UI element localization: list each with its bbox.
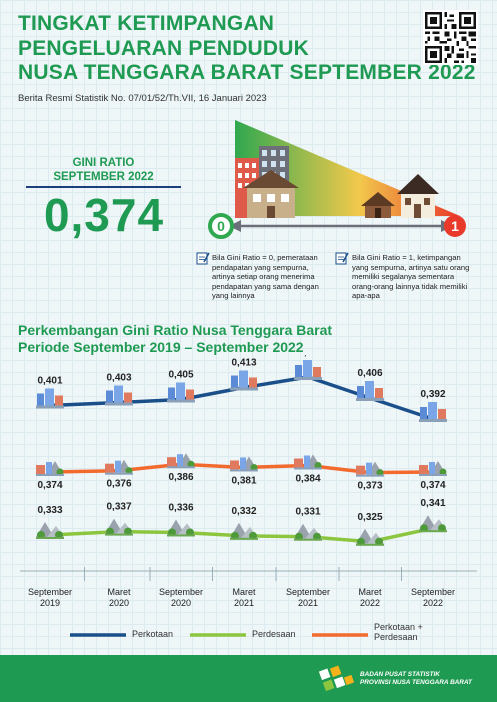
gini-ratio-line-chart: September2019Maret2020September2020Maret… bbox=[20, 355, 477, 608]
note-gini-zero: Bila Gini Ratio = 0, pemerataan pendapat… bbox=[212, 253, 319, 301]
pencil-note-icon bbox=[196, 252, 210, 265]
data-label: 0,42 bbox=[298, 355, 318, 358]
legend-swatch bbox=[70, 633, 126, 637]
x-tick-label: 2019 bbox=[40, 598, 60, 608]
data-point-marker bbox=[36, 388, 64, 409]
data-point-marker bbox=[36, 522, 64, 539]
chart-title-line-2: Periode September 2019 – September 2022 bbox=[18, 339, 304, 355]
data-label: 0,336 bbox=[168, 502, 193, 513]
data-label: 0,413 bbox=[231, 358, 256, 369]
data-label: 0,386 bbox=[168, 472, 193, 483]
data-label: 0,376 bbox=[106, 479, 131, 490]
chart-title-line-1: Perkembangan Gini Ratio Nusa Tenggara Ba… bbox=[18, 322, 333, 338]
x-tick-label: 2021 bbox=[298, 598, 318, 608]
data-point-marker bbox=[294, 454, 322, 470]
data-label: 0,405 bbox=[168, 370, 193, 381]
x-tick-label: September bbox=[286, 587, 330, 597]
x-tick-label: September bbox=[411, 587, 455, 597]
data-label: 0,392 bbox=[420, 389, 445, 400]
data-point-marker bbox=[167, 453, 195, 469]
x-tick-label: Maret bbox=[358, 587, 382, 597]
x-tick-label: September bbox=[159, 587, 203, 597]
scale-max-marker bbox=[444, 215, 466, 237]
data-point-marker bbox=[356, 381, 384, 401]
arrow-left-icon bbox=[229, 220, 241, 232]
data-point-marker bbox=[230, 370, 258, 391]
data-point-marker bbox=[294, 523, 322, 541]
x-tick-label: 2020 bbox=[171, 598, 191, 608]
data-label: 0,401 bbox=[37, 376, 62, 387]
data-point-marker bbox=[167, 519, 195, 537]
legend-swatch bbox=[312, 633, 368, 637]
data-label: 0,403 bbox=[106, 373, 131, 384]
data-label: 0,406 bbox=[357, 368, 382, 379]
gini-divider bbox=[26, 186, 181, 188]
note-gini-one: Bila Gini Ratio = 1, ketimpangan yang se… bbox=[352, 253, 470, 301]
bps-logo-icon bbox=[318, 665, 355, 692]
title-line-2: PENGELUARAN PENDUDUK bbox=[18, 36, 310, 60]
data-label: 0,331 bbox=[295, 507, 320, 518]
x-tick-label: Maret bbox=[107, 587, 131, 597]
legend-label: Perkotaan bbox=[132, 629, 174, 639]
data-label: 0,332 bbox=[231, 506, 256, 517]
footer-organization: BADAN PUSAT STATISTIK PROVINSI NUSA TENG… bbox=[360, 671, 472, 687]
x-tick-label: 2021 bbox=[234, 598, 254, 608]
gini-label: GINI RATIO SEPTEMBER 2022 bbox=[26, 156, 181, 184]
data-point-marker bbox=[356, 461, 384, 477]
title-line-1: TINGKAT KETIMPANGAN bbox=[18, 12, 275, 35]
data-point-marker bbox=[294, 360, 322, 380]
scale-max-label: 1 bbox=[451, 218, 459, 234]
x-tick-label: September bbox=[28, 587, 72, 597]
data-label: 0,337 bbox=[106, 502, 131, 513]
chart-title: Perkembangan Gini Ratio Nusa Tenggara Ba… bbox=[18, 322, 332, 356]
footer-org-line-1: BADAN PUSAT STATISTIK bbox=[360, 671, 440, 678]
scale-min-marker bbox=[208, 213, 234, 239]
data-label: 0,374 bbox=[37, 480, 62, 491]
data-point-marker bbox=[105, 385, 133, 406]
gini-label-line-2: SEPTEMBER 2022 bbox=[53, 171, 154, 183]
gini-label-line-1: GINI RATIO bbox=[72, 157, 135, 169]
x-tick-label: Maret bbox=[232, 587, 256, 597]
data-point-marker bbox=[167, 382, 195, 403]
legend-swatch bbox=[190, 633, 246, 637]
small-hut-icon bbox=[361, 192, 395, 218]
wood-house-icon bbox=[397, 174, 439, 218]
legend-label: Perdesaan bbox=[252, 629, 296, 639]
gini-value: 0,374 bbox=[43, 189, 165, 241]
data-label: 0,384 bbox=[295, 474, 320, 485]
release-subtitle: Berita Resmi Statistik No. 07/01/52/Th.V… bbox=[18, 93, 267, 104]
legend-label: Perkotaan + Perdesaan bbox=[374, 622, 423, 642]
data-point-marker bbox=[230, 456, 258, 472]
data-label: 0,333 bbox=[37, 505, 62, 516]
data-point-marker bbox=[419, 461, 447, 476]
x-tick-label: 2020 bbox=[109, 598, 129, 608]
pencil-note-icon bbox=[335, 252, 349, 265]
data-label: 0,341 bbox=[420, 498, 445, 509]
gini-scale-illustration: 0 1 bbox=[208, 120, 466, 239]
apartment-buildings-icon bbox=[235, 146, 299, 218]
data-label: 0,374 bbox=[420, 480, 445, 491]
data-label: 0,373 bbox=[357, 481, 382, 492]
x-tick-label: 2022 bbox=[423, 598, 443, 608]
data-point-marker bbox=[419, 515, 447, 533]
footer-bar bbox=[0, 655, 497, 702]
data-point-marker bbox=[230, 522, 258, 540]
qr-code-icon[interactable] bbox=[423, 10, 478, 65]
data-point-marker bbox=[36, 461, 64, 476]
page-title: TINGKAT KETIMPANGAN PENGELUARAN PENDUDUK… bbox=[18, 12, 476, 86]
x-tick-label: 2022 bbox=[360, 598, 380, 608]
title-line-3: NUSA TENGGARA BARAT SEPTEMBER 2022 bbox=[18, 61, 476, 84]
data-point-marker bbox=[105, 459, 133, 475]
data-point-marker bbox=[105, 518, 133, 536]
data-point-marker bbox=[356, 528, 384, 546]
data-point-marker bbox=[419, 402, 447, 422]
data-label: 0,325 bbox=[357, 512, 382, 523]
footer-org-line-2: PROVINSI NUSA TENGGARA BARAT bbox=[360, 679, 472, 686]
scale-min-label: 0 bbox=[217, 218, 225, 234]
data-label: 0,381 bbox=[231, 475, 256, 486]
